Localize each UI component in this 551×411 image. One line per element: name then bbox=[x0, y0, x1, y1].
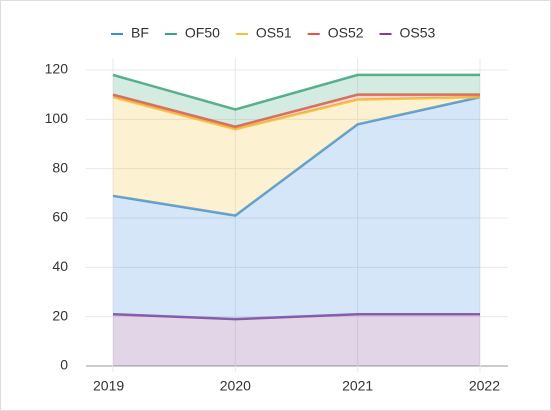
legend-label: OS53 bbox=[400, 25, 436, 41]
area-line bbox=[112, 95, 481, 217]
area-line bbox=[112, 95, 481, 131]
area bbox=[113, 97, 480, 320]
area-line bbox=[112, 93, 480, 129]
area bbox=[113, 74, 480, 127]
y-tick-label: 0 bbox=[60, 357, 68, 373]
area-line bbox=[112, 73, 480, 111]
y-tick-label: 60 bbox=[52, 209, 68, 225]
legend-label: OF50 bbox=[185, 25, 220, 41]
y-tick-label: 40 bbox=[52, 258, 68, 274]
x-tick-label: 2022 bbox=[469, 378, 500, 394]
legend-label: OS51 bbox=[256, 25, 292, 41]
area-line bbox=[112, 312, 480, 321]
x-tick-label: 2020 bbox=[220, 378, 251, 394]
y-tick-label: 100 bbox=[45, 110, 69, 126]
legend-label: BF bbox=[131, 25, 149, 41]
area bbox=[113, 97, 480, 216]
y-tick-label: 120 bbox=[45, 61, 69, 77]
x-tick-label: 2021 bbox=[342, 378, 373, 394]
y-tick-label: 20 bbox=[52, 307, 68, 323]
x-tick-label: 2019 bbox=[93, 378, 124, 394]
legend-label: OS52 bbox=[328, 25, 364, 41]
y-tick-label: 80 bbox=[52, 159, 68, 175]
area bbox=[113, 314, 480, 366]
